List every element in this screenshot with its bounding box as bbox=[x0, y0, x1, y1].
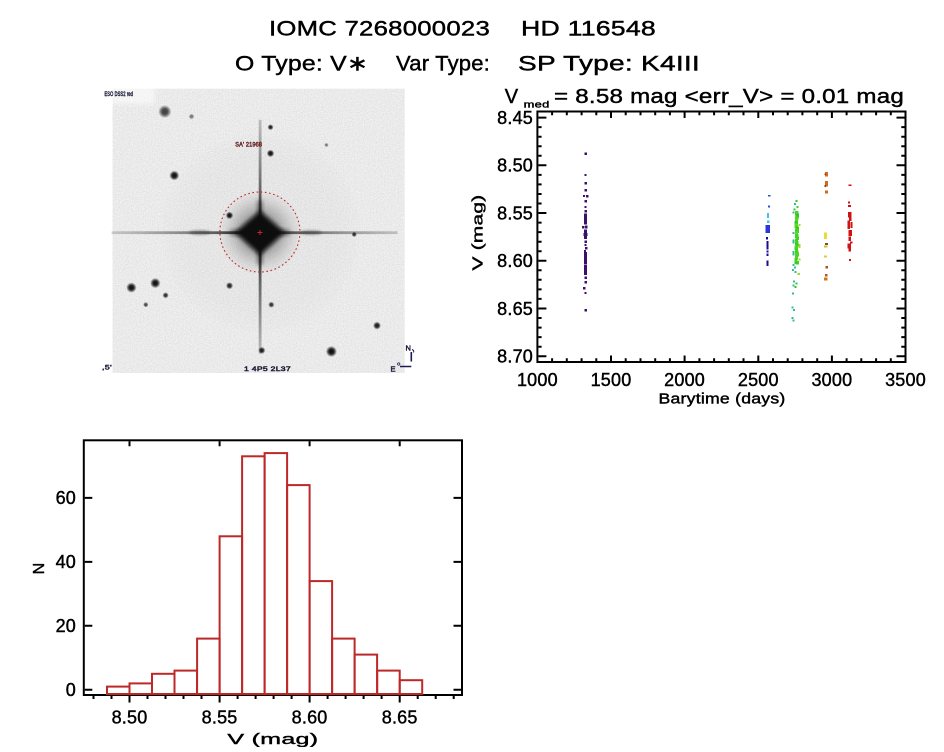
svg-text:,5': ,5' bbox=[102, 365, 112, 372]
svg-text:40: 40 bbox=[56, 552, 76, 572]
svg-text:8.50: 8.50 bbox=[497, 156, 533, 176]
svg-text:1000: 1000 bbox=[517, 370, 558, 390]
svg-text:2500: 2500 bbox=[738, 370, 779, 390]
svg-text:8.55: 8.55 bbox=[497, 203, 533, 223]
svg-text:SA' 21968: SA' 21968 bbox=[235, 142, 262, 149]
svg-text:N: N bbox=[406, 344, 412, 353]
svg-text:20: 20 bbox=[56, 616, 76, 636]
svg-text:med: med bbox=[524, 100, 550, 111]
svg-text:3000: 3000 bbox=[811, 370, 852, 390]
svg-text:3500: 3500 bbox=[885, 370, 926, 390]
svg-text:8.45: 8.45 bbox=[497, 108, 533, 128]
svg-text:E: E bbox=[391, 365, 396, 374]
svg-text:= 8.58 mag <err_V> = 0.01 mag: = 8.58 mag <err_V> = 0.01 mag bbox=[554, 86, 904, 108]
svg-text:2000: 2000 bbox=[664, 370, 705, 390]
svg-text:8.70: 8.70 bbox=[497, 347, 533, 367]
svg-text:8.55: 8.55 bbox=[202, 708, 238, 728]
svg-text:8.65: 8.65 bbox=[382, 708, 418, 728]
svg-text:Var Type:: Var Type: bbox=[396, 51, 490, 75]
svg-text:V: V bbox=[505, 86, 519, 108]
svg-text:60: 60 bbox=[56, 488, 76, 508]
svg-text:8.60: 8.60 bbox=[497, 251, 533, 271]
svg-text:O Type: V∗: O Type: V∗ bbox=[235, 51, 368, 75]
svg-text:8.60: 8.60 bbox=[292, 708, 328, 728]
svg-text:V (mag): V (mag) bbox=[227, 731, 318, 747]
svg-text:HD 116548: HD 116548 bbox=[521, 17, 656, 41]
svg-text:Barytime (days): Barytime (days) bbox=[659, 390, 786, 407]
svg-text:N: N bbox=[31, 563, 48, 575]
svg-text:ESO DSS2 red: ESO DSS2 red bbox=[105, 91, 134, 98]
svg-text:SP Type: K4III: SP Type: K4III bbox=[518, 51, 700, 75]
svg-text:8.65: 8.65 bbox=[497, 299, 533, 319]
svg-text:V (mag): V (mag) bbox=[470, 195, 487, 271]
svg-text:0: 0 bbox=[66, 680, 76, 700]
svg-text:IOMC 7268000023: IOMC 7268000023 bbox=[269, 17, 490, 41]
svg-text:8.50: 8.50 bbox=[112, 708, 148, 728]
svg-text:1500: 1500 bbox=[591, 370, 632, 390]
svg-text:1 4P5 2L37: 1 4P5 2L37 bbox=[244, 366, 291, 373]
